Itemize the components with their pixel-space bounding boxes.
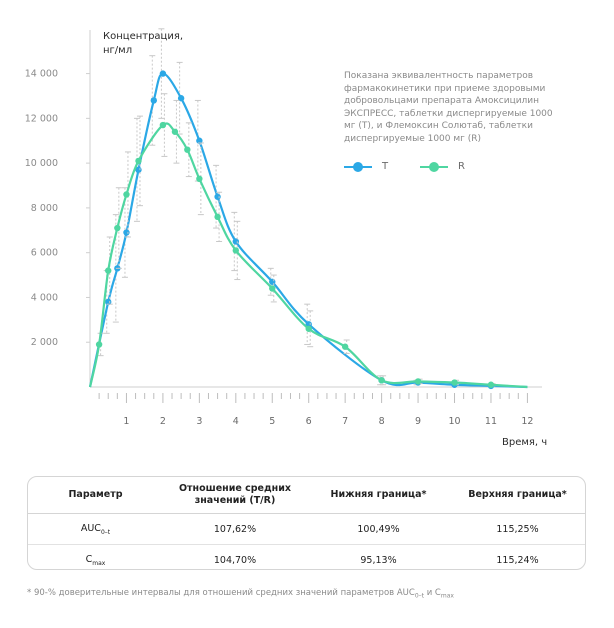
cell-lower: 95,13%: [360, 554, 397, 566]
x-tick-label: 6: [306, 416, 312, 427]
data-point-r: [269, 285, 276, 292]
y-axis-label: Концентрация, нг/мл: [103, 31, 184, 56]
col-header-upper: Верхняя граница*: [450, 477, 585, 514]
data-point-r: [95, 341, 103, 348]
legend-label-r: R: [458, 161, 465, 172]
x-tick-label: 9: [415, 416, 421, 427]
y-tick-label: 6 000: [31, 248, 58, 259]
y-tick-label: 10 000: [25, 158, 58, 169]
data-point-r: [135, 157, 142, 165]
footnote: * 90-% доверительные интервалы для отнош…: [27, 588, 454, 600]
y-tick-label: 8 000: [31, 203, 58, 214]
col-header-lower: Нижняя граница*: [307, 477, 450, 514]
cell-ratio: 104,70%: [213, 554, 257, 566]
cell-ratio: 107,62%: [163, 513, 307, 545]
cell-param: Cmax: [85, 553, 106, 567]
data-point-r: [378, 377, 385, 384]
x-tick-label: 1: [123, 416, 129, 427]
data-point-t: [105, 298, 112, 306]
x-tick-label: 4: [233, 416, 239, 427]
legend-item-r: R: [420, 161, 465, 172]
x-tick-label: 12: [521, 416, 533, 427]
y-tick-label: 2 000: [31, 337, 58, 348]
data-point-t: [214, 193, 221, 200]
y-tick-label: 14 000: [25, 69, 58, 80]
data-point-t: [177, 95, 185, 102]
legend-item-t: T: [344, 161, 388, 172]
x-tick-label: 5: [269, 416, 275, 427]
x-tick-label: 2: [160, 416, 166, 427]
chart-annotation: Показана эквивалентность параметров фарм…: [344, 71, 553, 144]
x-axis-label: Время, ч: [502, 437, 548, 448]
legend-marker-r: [420, 161, 448, 172]
x-tick-label: 8: [379, 416, 385, 427]
x-tick-label: 11: [485, 416, 497, 427]
data-point-r: [214, 213, 221, 221]
data-point-r: [305, 325, 312, 332]
cell-param: AUC0–t: [28, 513, 163, 545]
table-header-row: Параметр Отношение средних значений (T/R…: [28, 477, 585, 514]
cell-upper: 115,24%: [496, 554, 539, 566]
table-row: Cmax 104,70% 95,13% 115,24%: [28, 545, 585, 570]
data-point-t: [123, 229, 130, 236]
legend-label-t: T: [382, 161, 389, 172]
table-row: AUC0–t 107,62% 100,49% 115,25%: [28, 513, 585, 545]
results-table: Параметр Отношение средних значений (T/R…: [27, 476, 586, 570]
x-tick-label: 10: [448, 416, 460, 427]
cell-lower: 100,49%: [307, 513, 450, 545]
data-point-r: [414, 378, 422, 385]
legend-marker-t: [344, 161, 372, 172]
data-point-r: [123, 191, 130, 198]
data-point-r: [114, 224, 121, 232]
data-point-r: [341, 343, 349, 350]
cell-upper: 115,25%: [450, 513, 585, 545]
x-tick-label: 7: [342, 416, 348, 427]
data-point-r: [184, 146, 191, 153]
data-point-t: [196, 137, 203, 144]
data-point-r: [159, 121, 167, 129]
data-point-r: [196, 175, 203, 182]
data-point-t: [159, 70, 167, 77]
data-point-r: [232, 247, 240, 254]
data-point-t: [150, 97, 157, 104]
data-point-r: [171, 128, 179, 135]
x-tick-label: 3: [196, 416, 202, 427]
data-point-t: [232, 238, 240, 245]
col-header-param: Параметр: [28, 477, 163, 514]
y-tick-label: 12 000: [25, 113, 58, 124]
data-point-t: [269, 278, 276, 285]
data-point-t: [305, 321, 312, 328]
data-point-r: [105, 267, 112, 274]
data-point-r: [451, 379, 458, 386]
data-point-r: [487, 381, 495, 388]
col-header-ratio: Отношение средних значений (T/R): [163, 477, 307, 514]
y-tick-label: 4 000: [31, 292, 58, 303]
